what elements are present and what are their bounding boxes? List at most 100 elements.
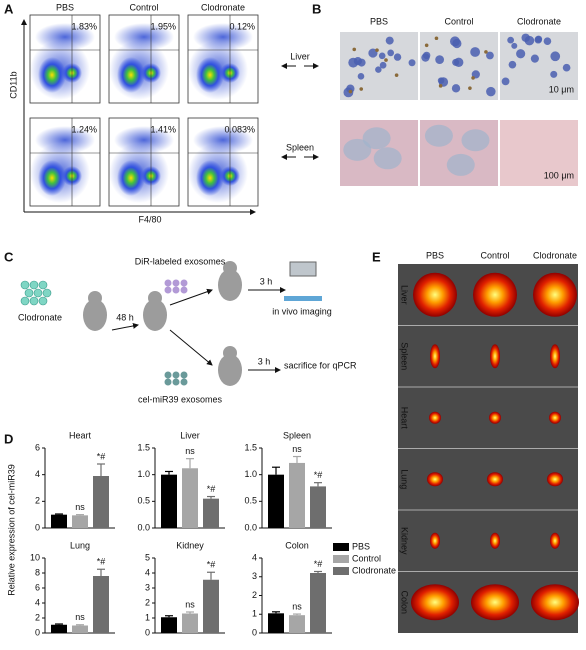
time-label: 48 h	[116, 312, 134, 322]
legend-swatch	[333, 567, 349, 575]
flow-core	[38, 160, 66, 196]
y-tick-label: 3	[252, 571, 257, 581]
significance: ns	[75, 612, 85, 622]
y-tick-label: 4	[35, 597, 40, 607]
follicle	[424, 124, 453, 147]
exosome	[164, 371, 172, 379]
y-tick-label: 1.0	[244, 469, 257, 479]
nucleus	[385, 36, 394, 45]
drug-particle	[29, 280, 39, 290]
result-label: sacrifice for qPCR	[284, 360, 357, 370]
flow-arrow	[169, 288, 213, 306]
flow-cloud	[114, 126, 174, 154]
chart-title: Spleen	[283, 430, 311, 440]
panel-label: B	[312, 1, 321, 16]
organ-signal	[550, 532, 560, 549]
flow-core	[196, 57, 224, 93]
organ-signal	[533, 272, 577, 317]
y-tick-label: 0	[35, 522, 40, 532]
bar	[203, 498, 219, 528]
flow-cloud	[193, 23, 253, 51]
organ-signal	[430, 532, 440, 549]
time-label: 3 h	[258, 356, 271, 366]
y-tick-label: 2	[35, 496, 40, 506]
y-tick-label: 4	[145, 567, 150, 577]
percentage: 1.95%	[150, 21, 176, 31]
drug-particle	[29, 296, 39, 306]
exosome	[172, 378, 180, 386]
y-tick-label: 10	[30, 552, 40, 562]
branch-label: DiR-labeled exosomes	[135, 256, 226, 266]
chart-title: Liver	[180, 430, 200, 440]
bar	[289, 615, 305, 633]
organ-signal	[471, 584, 519, 621]
drug-label: Clodronate	[18, 312, 62, 322]
significance: ns	[185, 446, 195, 456]
drug-particle	[42, 288, 52, 298]
mouse-head	[148, 291, 162, 305]
mouse	[83, 299, 107, 331]
mouse	[218, 269, 242, 301]
flow-cloud	[35, 23, 95, 51]
drug-particle	[20, 296, 30, 306]
nucleus	[521, 33, 530, 42]
significance: *#	[207, 560, 216, 570]
axis-label: F4/80	[138, 214, 161, 224]
y-tick-label: 1.0	[137, 469, 150, 479]
nucleus	[550, 70, 558, 78]
stained-cell	[384, 58, 388, 62]
bar	[268, 474, 284, 528]
imager	[289, 261, 317, 277]
exosome	[172, 286, 180, 294]
exosome	[172, 279, 180, 287]
y-tick-label: 8	[35, 567, 40, 577]
nucleus	[534, 36, 542, 44]
organ-signal	[489, 411, 501, 424]
organ-signal	[549, 411, 561, 424]
exosome	[180, 378, 188, 386]
flow-core	[117, 57, 145, 93]
nucleus	[543, 37, 552, 45]
percentage: 0.083%	[224, 124, 255, 134]
legend-swatch	[333, 543, 349, 551]
column-label: PBS	[370, 16, 388, 26]
chart-title: Heart	[69, 430, 92, 440]
organ-signal	[473, 272, 517, 317]
column-label: Clodronate	[201, 2, 245, 12]
nucleus	[511, 42, 518, 49]
flow-cloud	[35, 126, 95, 154]
scale-bar-label: 100 μm	[544, 170, 574, 180]
nucleus	[408, 59, 416, 67]
bar	[203, 579, 219, 633]
flow-cloud	[114, 23, 174, 51]
significance: *#	[314, 559, 323, 569]
nucleus	[353, 57, 362, 66]
axis-label: CD11b	[8, 71, 18, 98]
nucleus	[501, 77, 510, 86]
result-label: in vivo imaging	[272, 306, 332, 316]
y-axis-label: Relative expression of cel-miR39	[6, 464, 16, 596]
legend-label: PBS	[352, 541, 370, 551]
nucleus	[368, 48, 378, 58]
mouse	[143, 299, 167, 331]
y-tick-label: 1	[252, 609, 257, 619]
flow-cloud	[193, 126, 253, 154]
bar	[51, 514, 67, 528]
nucleus	[451, 84, 461, 93]
flow-core	[117, 160, 145, 196]
drug-particle	[38, 296, 48, 306]
flow-arrow	[111, 322, 139, 331]
nucleus	[378, 52, 386, 60]
nucleus	[507, 36, 515, 44]
stained-cell	[394, 73, 399, 77]
column-label: Clodronate	[533, 250, 577, 260]
bar	[310, 573, 326, 633]
exosome	[180, 286, 188, 294]
bar	[268, 613, 284, 633]
nucleus	[421, 53, 430, 62]
stained-cell	[424, 43, 429, 48]
stained-cell	[348, 89, 353, 94]
flow-core	[196, 160, 224, 196]
row-label: Spleen	[400, 342, 410, 370]
organ-signal	[487, 472, 503, 487]
